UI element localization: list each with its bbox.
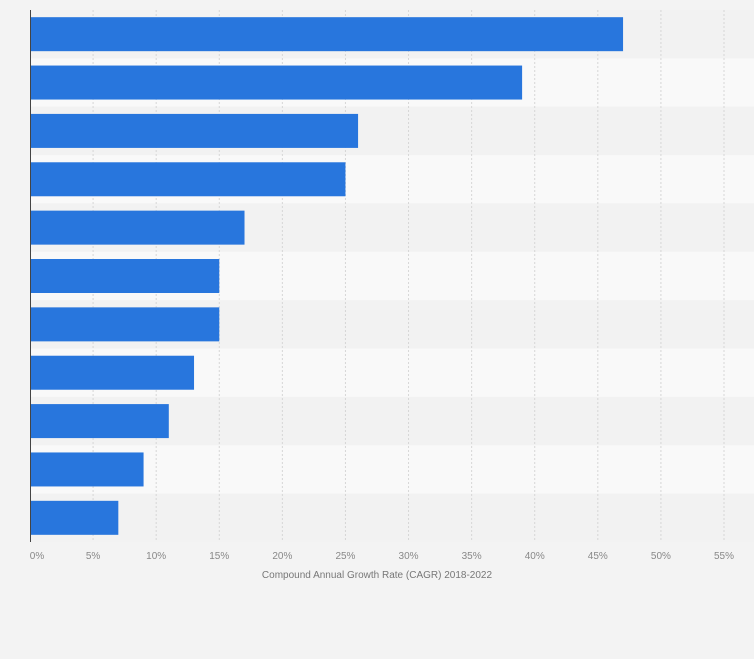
- x-tick-label: 35%: [462, 551, 482, 562]
- bar[interactable]: [30, 210, 245, 245]
- bar[interactable]: [30, 404, 169, 439]
- x-tick-label: 45%: [588, 551, 608, 562]
- x-tick-label: 0%: [30, 551, 45, 562]
- x-tick-label: 5%: [86, 551, 101, 562]
- x-tick-label: 10%: [146, 551, 166, 562]
- bar[interactable]: [30, 162, 346, 197]
- bar[interactable]: [30, 500, 119, 535]
- bar[interactable]: [30, 65, 523, 100]
- bar[interactable]: [30, 113, 359, 148]
- bar[interactable]: [30, 355, 195, 390]
- x-tick-label: 30%: [399, 551, 419, 562]
- x-tick-label: 55%: [714, 551, 734, 562]
- x-tick-label: 25%: [335, 551, 355, 562]
- bar[interactable]: [30, 17, 624, 52]
- row-band: [30, 445, 754, 494]
- x-tick-label: 15%: [209, 551, 229, 562]
- bar[interactable]: [30, 452, 144, 487]
- x-axis-label: Compound Annual Growth Rate (CAGR) 2018-…: [262, 570, 493, 581]
- x-tick-label: 40%: [525, 551, 545, 562]
- bar[interactable]: [30, 307, 220, 342]
- x-tick-label: 50%: [651, 551, 671, 562]
- row-band: [30, 493, 754, 542]
- x-tick-label: 20%: [272, 551, 292, 562]
- bar[interactable]: [30, 259, 220, 293]
